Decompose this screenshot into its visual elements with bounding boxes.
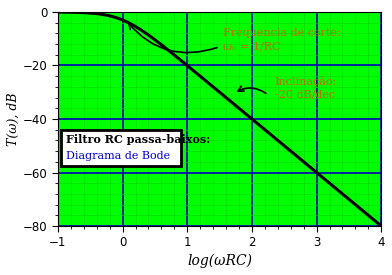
Text: Frequencia de corte:: Frequencia de corte: <box>223 28 341 38</box>
Text: Diagrama de Bode: Diagrama de Bode <box>66 151 171 161</box>
Text: -20 dB/dec: -20 dB/dec <box>274 90 335 100</box>
Text: Inclinação:: Inclinação: <box>274 76 337 87</box>
X-axis label: log(ωRC): log(ωRC) <box>187 254 252 268</box>
FancyBboxPatch shape <box>61 130 181 166</box>
Text: ω₀ = 1/RC: ω₀ = 1/RC <box>223 42 280 51</box>
Y-axis label: T(ω), dB: T(ω), dB <box>7 92 20 146</box>
Text: Filtro RC passa-baixos:: Filtro RC passa-baixos: <box>66 134 211 145</box>
